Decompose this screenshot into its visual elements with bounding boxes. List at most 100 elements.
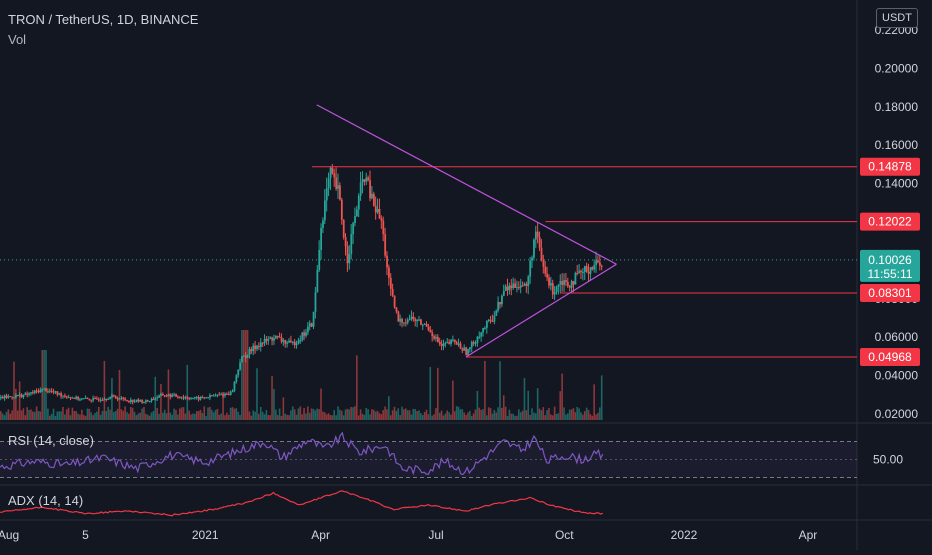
candle-body bbox=[69, 397, 72, 399]
volume-bar bbox=[563, 407, 565, 420]
volume-bar bbox=[139, 412, 141, 420]
candle-body bbox=[499, 301, 501, 305]
volume-bar bbox=[101, 411, 104, 420]
volume-bar bbox=[506, 415, 509, 420]
candle-body bbox=[551, 283, 554, 295]
volume-bar bbox=[158, 413, 160, 420]
volume-bar bbox=[461, 409, 464, 420]
candle-body bbox=[82, 398, 85, 400]
volume-bar bbox=[318, 409, 320, 420]
volume-bar bbox=[69, 415, 72, 420]
candle-body bbox=[384, 234, 387, 256]
symbol-title[interactable]: TRON / TetherUS, 1D, BINANCE bbox=[8, 12, 199, 27]
candle-body bbox=[73, 397, 76, 399]
volume-bar bbox=[178, 408, 181, 420]
candle-body bbox=[476, 336, 479, 343]
price-label-text: 0.14878 bbox=[868, 160, 912, 174]
volume-bar bbox=[220, 413, 222, 420]
candle-body bbox=[440, 344, 443, 347]
volume-bar bbox=[327, 413, 330, 420]
candle-body bbox=[165, 395, 168, 397]
candle-body bbox=[333, 173, 336, 178]
candle-body bbox=[472, 341, 475, 344]
rsi-label[interactable]: RSI (14, close) bbox=[8, 433, 94, 448]
volume-bar bbox=[239, 414, 241, 420]
volume-bar bbox=[357, 415, 360, 420]
candle-body bbox=[209, 395, 211, 398]
volume-bar bbox=[421, 415, 424, 420]
volume-bar bbox=[322, 411, 324, 420]
candle-body bbox=[307, 326, 309, 333]
candle-body bbox=[474, 342, 477, 344]
volume-bar bbox=[514, 415, 516, 420]
candle-body bbox=[469, 347, 471, 350]
candle-body bbox=[158, 395, 161, 398]
volume-label[interactable]: Vol bbox=[8, 32, 27, 47]
volume-bar bbox=[393, 406, 396, 420]
volume-bar bbox=[540, 410, 543, 420]
candle-body bbox=[512, 283, 515, 288]
volume-bar bbox=[482, 409, 484, 420]
candle-body bbox=[241, 356, 243, 363]
candle-body bbox=[593, 264, 596, 270]
candle-body bbox=[380, 218, 383, 221]
candle-body bbox=[201, 396, 204, 398]
volume-bar bbox=[559, 391, 562, 420]
volume-bar bbox=[427, 414, 430, 420]
volume-bar bbox=[286, 414, 288, 420]
adx-label[interactable]: ADX (14, 14) bbox=[8, 493, 84, 508]
candle-body bbox=[7, 396, 10, 398]
candle-body bbox=[448, 341, 451, 344]
candle-body bbox=[414, 319, 417, 322]
volume-bar bbox=[103, 360, 106, 420]
volume-bar bbox=[534, 413, 537, 420]
volume-bar bbox=[184, 413, 187, 420]
candle-body bbox=[96, 398, 98, 400]
volume-bar bbox=[152, 411, 155, 420]
candle-body bbox=[212, 395, 215, 397]
volume-bar bbox=[467, 412, 469, 420]
volume-bar bbox=[491, 413, 494, 420]
candle-body bbox=[329, 167, 332, 179]
candle-body bbox=[591, 267, 594, 270]
volume-bar bbox=[452, 380, 454, 420]
volume-bar bbox=[291, 406, 294, 420]
current-price-text: 0.10026 bbox=[868, 253, 912, 267]
volume-bar bbox=[18, 381, 21, 420]
candle-body bbox=[493, 315, 496, 322]
candle-body bbox=[3, 395, 6, 399]
volume-bar bbox=[124, 406, 126, 420]
volume-bar bbox=[80, 409, 83, 420]
volume-bar bbox=[384, 406, 386, 420]
volume-bar bbox=[485, 415, 488, 420]
x-tick-label: Aug bbox=[0, 528, 19, 542]
candle-body bbox=[568, 286, 571, 288]
candle-body bbox=[216, 394, 219, 396]
volume-bar bbox=[79, 414, 81, 420]
volume-bar bbox=[96, 411, 98, 420]
volume-bar bbox=[111, 378, 113, 420]
candle-body bbox=[382, 220, 385, 235]
candle-body bbox=[56, 391, 59, 395]
currency-button[interactable]: USDT bbox=[876, 8, 918, 28]
volume-bar bbox=[403, 409, 405, 420]
volume-bar bbox=[259, 406, 262, 420]
volume-bar bbox=[88, 408, 91, 420]
volume-bar bbox=[525, 410, 528, 420]
candle-body bbox=[403, 322, 405, 324]
volume-bar bbox=[440, 410, 443, 420]
volume-bar bbox=[99, 414, 102, 420]
candle-body bbox=[587, 271, 590, 274]
volume-bar bbox=[47, 408, 49, 420]
volume-bar bbox=[33, 411, 36, 420]
trendline bbox=[316, 104, 617, 265]
candle-body bbox=[199, 396, 202, 400]
volume-bar bbox=[299, 406, 302, 420]
volume-bar bbox=[480, 409, 482, 420]
volume-bar bbox=[175, 409, 177, 420]
volume-bar bbox=[263, 414, 266, 420]
candle-body bbox=[114, 396, 117, 399]
volume-bar bbox=[271, 376, 273, 420]
